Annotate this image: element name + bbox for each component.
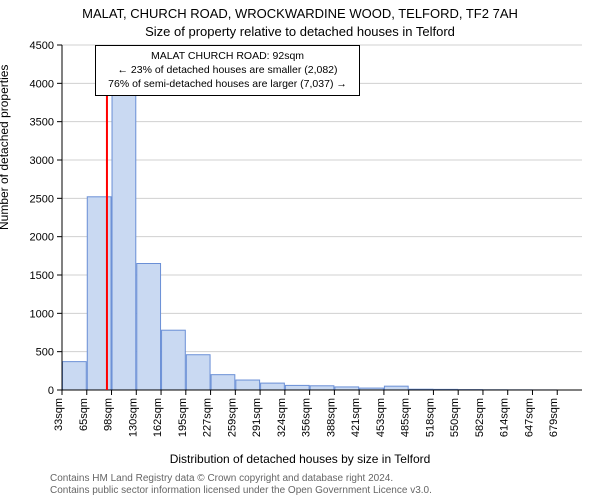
x-tick-label: 550sqm bbox=[449, 398, 461, 437]
x-tick-label: 227sqm bbox=[202, 398, 214, 437]
x-tick-label: 614sqm bbox=[499, 398, 511, 437]
x-tick-label: 130sqm bbox=[127, 398, 139, 437]
x-tick-label: 485sqm bbox=[400, 398, 412, 437]
y-tick-label: 1000 bbox=[30, 308, 54, 320]
histogram-bar bbox=[236, 380, 260, 390]
x-tick-label: 291sqm bbox=[251, 398, 263, 437]
y-tick-label: 4000 bbox=[30, 78, 54, 90]
x-tick-label: 195sqm bbox=[177, 398, 189, 437]
x-tick-label: 356sqm bbox=[301, 398, 313, 437]
x-tick-label: 98sqm bbox=[103, 398, 115, 431]
histogram-bar bbox=[137, 264, 161, 391]
callout-line-2: ← 23% of detached houses are smaller (2,… bbox=[102, 63, 353, 77]
y-tick-label: 0 bbox=[48, 385, 54, 397]
x-tick-label: 162sqm bbox=[152, 398, 164, 437]
x-tick-label: 388sqm bbox=[325, 398, 337, 437]
callout-box: MALAT CHURCH ROAD: 92sqm ← 23% of detach… bbox=[95, 45, 360, 96]
x-tick-label: 421sqm bbox=[350, 398, 362, 437]
histogram-bar bbox=[186, 355, 210, 390]
x-tick-label: 518sqm bbox=[424, 398, 436, 437]
histogram-bar bbox=[211, 375, 235, 390]
histogram-bar bbox=[63, 362, 87, 390]
y-tick-label: 2500 bbox=[30, 193, 54, 205]
histogram-bar bbox=[112, 86, 136, 390]
y-tick-label: 500 bbox=[36, 347, 54, 359]
histogram-bar bbox=[310, 386, 334, 390]
x-tick-label: 65sqm bbox=[78, 398, 90, 431]
y-tick-label: 3000 bbox=[30, 155, 54, 167]
y-tick-label: 1500 bbox=[30, 270, 54, 282]
callout-line-3: 76% of semi-detached houses are larger (… bbox=[102, 77, 353, 91]
x-tick-label: 679sqm bbox=[548, 398, 560, 437]
histogram-bar bbox=[162, 330, 186, 390]
y-tick-label: 3500 bbox=[30, 117, 54, 129]
x-tick-label: 259sqm bbox=[226, 398, 238, 437]
histogram-bar bbox=[285, 385, 309, 390]
histogram-bar bbox=[261, 383, 285, 390]
x-tick-label: 582sqm bbox=[474, 398, 486, 437]
y-tick-label: 2000 bbox=[30, 232, 54, 244]
x-tick-label: 33sqm bbox=[53, 398, 65, 431]
x-tick-label: 647sqm bbox=[523, 398, 535, 437]
callout-line-1: MALAT CHURCH ROAD: 92sqm bbox=[102, 49, 353, 63]
x-tick-label: 453sqm bbox=[375, 398, 387, 437]
histogram-bar bbox=[384, 386, 408, 390]
x-tick-label: 324sqm bbox=[276, 398, 288, 437]
y-tick-label: 4500 bbox=[30, 40, 54, 52]
